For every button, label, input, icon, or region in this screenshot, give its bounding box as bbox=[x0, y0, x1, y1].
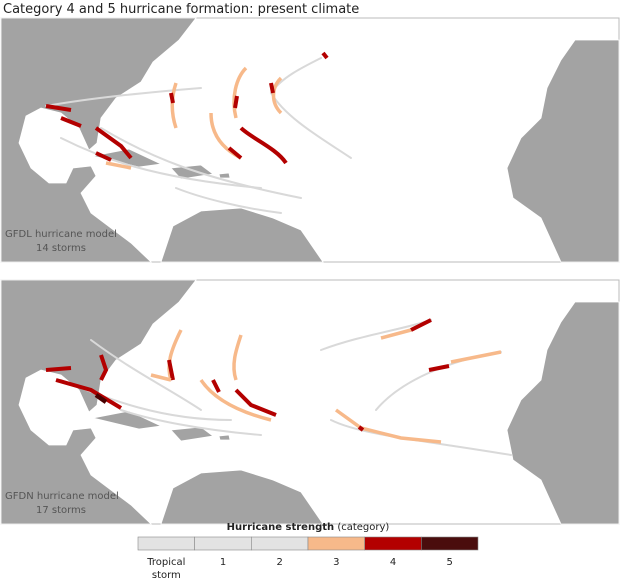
legend-label: 3 bbox=[333, 557, 339, 568]
legend-label: 4 bbox=[390, 557, 396, 568]
legend-title-group: Hurricane strength (category) bbox=[227, 522, 390, 533]
map-panel: GFDL hurricane model 14 storms bbox=[0, 17, 620, 263]
storm-count: 14 storms bbox=[36, 243, 86, 254]
legend: Tropical storm 1 2 3 4 5 bbox=[137, 536, 479, 581]
legend-swatch bbox=[307, 536, 365, 551]
map-panel: GFDN hurricane model 17 storms bbox=[0, 279, 620, 525]
legend-swatch bbox=[421, 536, 479, 551]
legend-swatch bbox=[364, 536, 422, 551]
legend-label: 2 bbox=[276, 557, 282, 568]
title: Category 4 and 5 hurricane formation: pr… bbox=[3, 2, 359, 17]
storm-count: 17 storms bbox=[36, 505, 86, 516]
model-name: GFDN hurricane model bbox=[5, 491, 119, 502]
legend-swatch bbox=[251, 536, 309, 551]
legend-unit: (category) bbox=[337, 522, 389, 533]
legend-label: Tropical storm bbox=[146, 557, 185, 581]
legend-swatch bbox=[194, 536, 252, 551]
legend-label: 5 bbox=[446, 557, 452, 568]
model-name: GFDL hurricane model bbox=[5, 229, 117, 240]
legend-title: Hurricane strength bbox=[227, 522, 334, 533]
legend-label: 1 bbox=[220, 557, 226, 568]
legend-swatch bbox=[137, 536, 195, 551]
